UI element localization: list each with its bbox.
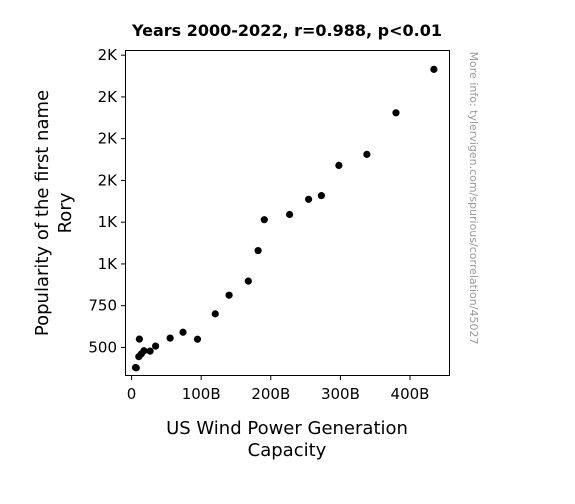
y-tick-label: 2K bbox=[98, 171, 119, 189]
data-point bbox=[211, 310, 219, 318]
y-tick-label: 2K bbox=[98, 46, 119, 64]
source-watermark: More info: tylervigen.com/spurious/corre… bbox=[467, 52, 480, 345]
plot-area-frame bbox=[125, 50, 450, 376]
y-axis-ticks: 500 750 1K 1K 2K 2K 2K 2K bbox=[88, 46, 126, 356]
data-point bbox=[193, 335, 202, 343]
x-tick-label: 100B bbox=[182, 385, 221, 403]
data-point bbox=[132, 364, 140, 372]
x-axis-label-line-2: Capacity bbox=[248, 440, 327, 461]
data-point bbox=[260, 216, 268, 224]
data-point bbox=[317, 192, 326, 200]
y-tick-label: 500 bbox=[88, 338, 117, 356]
chart-title: Years 2000-2022, r=0.988, p<0.01 bbox=[131, 21, 442, 40]
x-tick-label: 400B bbox=[391, 385, 430, 403]
data-point bbox=[244, 277, 252, 285]
x-tick-label: 0 bbox=[127, 385, 137, 403]
data-point bbox=[166, 334, 174, 342]
x-tick-label: 200B bbox=[251, 385, 290, 403]
data-point bbox=[146, 347, 154, 355]
data-point bbox=[151, 342, 160, 350]
x-axis-ticks: 0 100B 200B 300B 400B bbox=[127, 375, 430, 403]
data-point bbox=[335, 161, 343, 170]
y-tick-label: 1K bbox=[98, 255, 119, 273]
data-point bbox=[140, 347, 148, 355]
data-point bbox=[254, 246, 262, 255]
data-points bbox=[131, 65, 438, 372]
data-point bbox=[363, 150, 371, 158]
data-point bbox=[225, 291, 233, 299]
y-tick-label: 2K bbox=[98, 130, 119, 148]
data-point bbox=[135, 335, 143, 343]
x-tick-label: 300B bbox=[321, 385, 360, 403]
data-point bbox=[285, 210, 294, 219]
y-axis-label-line-1: Popularity of the first name bbox=[32, 90, 53, 336]
y-axis-label-line-2: Rory bbox=[55, 192, 76, 233]
y-tick-label: 2K bbox=[98, 88, 119, 106]
y-tick-label: 1K bbox=[98, 213, 119, 231]
data-point bbox=[179, 328, 187, 336]
data-point bbox=[392, 109, 400, 117]
x-axis-label-line-1: US Wind Power Generation bbox=[166, 418, 408, 439]
data-point bbox=[304, 195, 313, 203]
data-point bbox=[430, 65, 438, 73]
y-tick-label: 750 bbox=[88, 297, 117, 315]
